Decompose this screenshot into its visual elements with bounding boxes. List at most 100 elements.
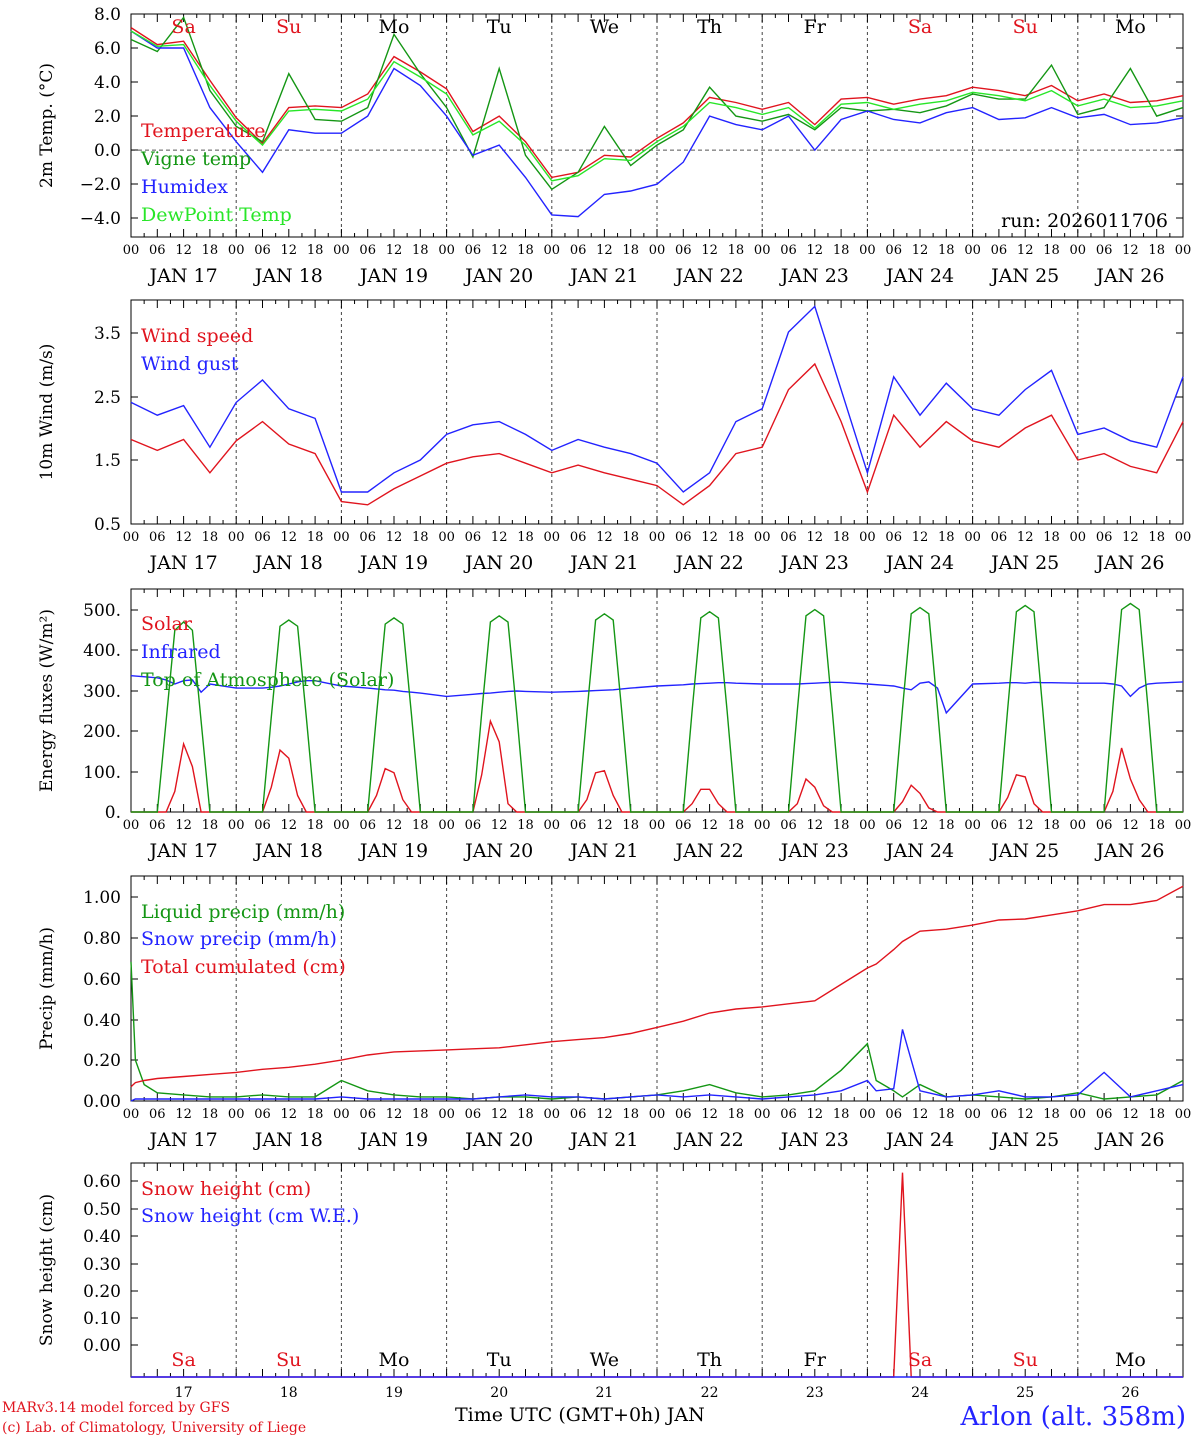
hour-tick-label: 00	[754, 1107, 771, 1122]
weekday-label-top: Mo	[379, 16, 410, 38]
weekday-label-bottom: Su	[1013, 1349, 1038, 1371]
series-line-wind-speed	[130, 362, 1184, 506]
hour-tick-label: 18	[517, 818, 534, 833]
hour-tick-label: 12	[281, 1107, 298, 1122]
hour-tick-label: 06	[885, 1107, 902, 1122]
hour-tick-label: 18	[938, 243, 955, 258]
hour-tick-label: 00	[544, 818, 561, 833]
hour-tick-label: 00	[649, 1107, 666, 1122]
hour-tick-label: 00	[438, 1107, 455, 1122]
hour-tick-label: 06	[359, 818, 376, 833]
series-line-vigne-temp	[130, 15, 1184, 191]
y-tick-label: 8.0	[94, 5, 121, 25]
hour-tick-label: 18	[412, 818, 429, 833]
hour-tick-label: 18	[517, 243, 534, 258]
date-label: JAN 24	[884, 840, 954, 862]
hour-tick-label: 18	[1148, 1107, 1165, 1122]
date-label: JAN 19	[358, 1129, 428, 1151]
hour-tick-label: 18	[622, 818, 639, 833]
hour-tick-label: 18	[412, 1107, 429, 1122]
date-label: JAN 21	[568, 552, 638, 574]
hour-tick-label: 00	[964, 530, 981, 545]
hour-tick-label: 06	[465, 1107, 482, 1122]
y-tick-label: 0.60	[83, 970, 121, 990]
hour-tick-label: 18	[412, 243, 429, 258]
y-tick-label: 200.	[83, 722, 121, 742]
day-number-label: 18	[280, 1385, 298, 1401]
series-line-liquid-precip-mm-h-	[130, 961, 1184, 1100]
hour-tick-label: 00	[649, 243, 666, 258]
y-tick-label: 2.5	[94, 388, 121, 408]
hour-tick-label: 00	[228, 1107, 245, 1122]
legend-entry: Vigne temp	[140, 148, 251, 170]
legend-entry: Snow height (cm W.E.)	[141, 1205, 359, 1227]
y-tick-label: 4.0	[94, 73, 121, 93]
hour-tick-label: 00	[123, 1107, 140, 1122]
hour-tick-label: 06	[1096, 818, 1113, 833]
hour-tick-label: 00	[228, 530, 245, 545]
hour-tick-label: 18	[1043, 1107, 1060, 1122]
hour-tick-label: 18	[938, 530, 955, 545]
hour-tick-label: 06	[780, 530, 797, 545]
date-label: JAN 17	[148, 265, 218, 287]
date-label: JAN 25	[989, 840, 1059, 862]
date-label: JAN 24	[884, 1129, 954, 1151]
hour-tick-label: 06	[991, 818, 1008, 833]
hour-tick-label: 00	[964, 1107, 981, 1122]
plot-frame	[130, 299, 1184, 525]
y-tick-label: 400.	[83, 641, 121, 661]
date-label: JAN 18	[253, 840, 323, 862]
hour-tick-label: 18	[622, 1107, 639, 1122]
date-label: JAN 21	[568, 840, 638, 862]
panel-4	[130, 875, 1184, 1102]
date-label: JAN 23	[779, 265, 849, 287]
legend-entry: Total cumulated (cm)	[141, 956, 346, 978]
hour-tick-label: 18	[938, 818, 955, 833]
hour-tick-label: 06	[359, 530, 376, 545]
series-line-snow-precip-mm-h-	[130, 1029, 1184, 1102]
hour-tick-label: 00	[859, 818, 876, 833]
day-number-label: 21	[595, 1385, 613, 1401]
legend-entry: Wind speed	[141, 325, 253, 347]
hour-tick-label: 06	[1096, 1107, 1113, 1122]
run-label: run: 2026011706	[1001, 210, 1168, 232]
date-label: JAN 23	[779, 552, 849, 574]
y-tick-label: 0.20	[83, 1051, 121, 1071]
hour-tick-label: 06	[885, 243, 902, 258]
y-tick-label: 6.0	[94, 39, 121, 59]
y-tick-label: 0.80	[83, 929, 121, 949]
hour-tick-label: 06	[885, 530, 902, 545]
date-label: JAN 22	[674, 552, 744, 574]
hour-tick-label: 06	[780, 1107, 797, 1122]
day-number-label: 20	[490, 1385, 508, 1401]
date-label: JAN 22	[674, 840, 744, 862]
hour-tick-label: 00	[438, 243, 455, 258]
hour-tick-label: 18	[833, 818, 850, 833]
hour-tick-label: 06	[570, 818, 587, 833]
hour-tick-label: 06	[570, 1107, 587, 1122]
hour-tick-label: 12	[386, 1107, 403, 1122]
hour-tick-label: 00	[1070, 818, 1087, 833]
y-axis-title: 10m Wind (m/s)	[37, 344, 57, 481]
y-tick-label: 0.30	[83, 1255, 121, 1275]
series-line-temperature	[130, 27, 1184, 179]
hour-tick-label: 00	[228, 818, 245, 833]
weekday-label-bottom: Su	[276, 1349, 301, 1371]
hour-tick-label: 12	[1122, 1107, 1139, 1122]
hour-tick-label: 06	[465, 243, 482, 258]
legend-entry: Wind gust	[141, 353, 239, 375]
hour-tick-label: 12	[386, 818, 403, 833]
y-tick-label: 0.40	[83, 1011, 121, 1031]
legend-entry: Top of Atmosphere (Solar)	[141, 669, 394, 691]
hour-tick-label: 18	[307, 1107, 324, 1122]
hour-tick-label: 12	[1122, 818, 1139, 833]
series-line-dewpoint-temp	[130, 30, 1184, 182]
date-label: JAN 18	[253, 265, 323, 287]
date-label: JAN 21	[568, 1129, 638, 1151]
weekday-label-bottom: Mo	[379, 1349, 410, 1371]
legend-entry: Infrared	[141, 641, 221, 663]
hour-tick-label: 12	[596, 818, 613, 833]
hour-tick-label: 12	[596, 243, 613, 258]
hour-tick-label: 12	[281, 818, 298, 833]
date-label: JAN 25	[989, 1129, 1059, 1151]
